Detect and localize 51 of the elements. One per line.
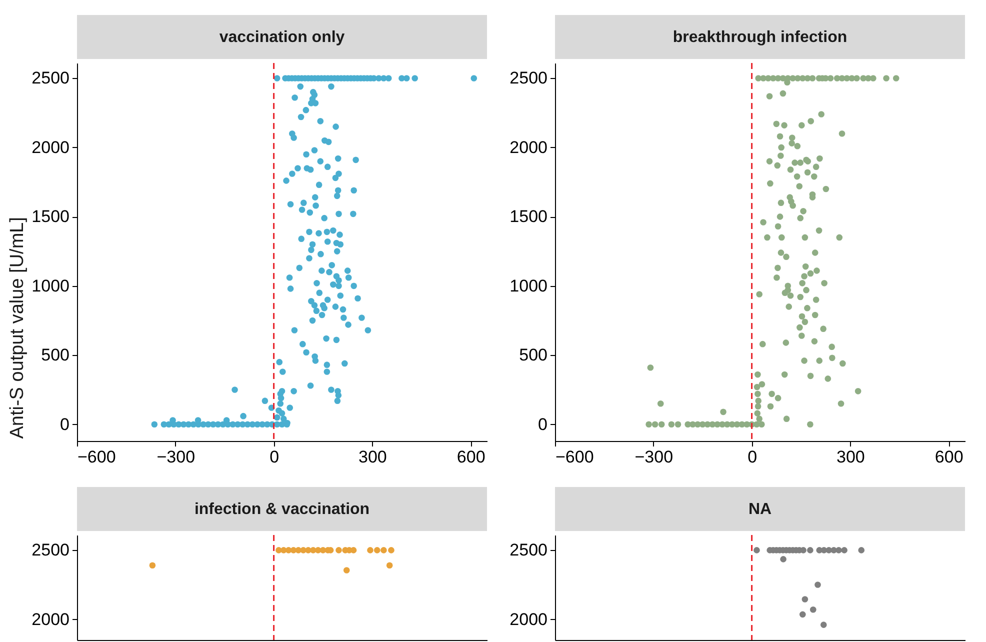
point	[858, 547, 865, 554]
point	[380, 547, 387, 554]
y-tick-label: 1500	[510, 207, 548, 226]
point	[814, 582, 821, 588]
point	[802, 596, 808, 602]
x-tick-label: −600	[556, 448, 594, 466]
x-tick-label: 300	[358, 448, 387, 466]
x-tick-label: 600	[934, 448, 964, 466]
y-tick-label: 2500	[32, 68, 70, 88]
y-tick-label: 2500	[510, 540, 548, 560]
point	[799, 611, 806, 618]
point	[386, 562, 393, 569]
point	[820, 622, 827, 628]
point	[810, 606, 816, 613]
y-axis-title: Anti-S output value [U/mL]	[7, 216, 28, 439]
chart-title: infection & vaccination	[194, 501, 370, 518]
x-tick-label: −300	[156, 448, 196, 466]
y-tick-label: 2000	[510, 138, 548, 157]
y-tick-label: 2000	[32, 138, 70, 157]
point	[388, 547, 394, 554]
y-tick-label: 1000	[510, 276, 548, 296]
x-tick-label: 300	[836, 448, 865, 466]
y-tick-label: 2500	[32, 540, 70, 560]
y-tick-label: 500	[41, 346, 70, 365]
point	[836, 547, 842, 554]
x-tick-label: −300	[634, 448, 674, 466]
point	[149, 562, 156, 569]
point	[841, 547, 848, 554]
x-tick-label: −600	[78, 448, 116, 466]
y-tick-label: 0	[60, 414, 70, 434]
y-tick-label: 0	[538, 414, 548, 434]
point	[374, 547, 380, 554]
y-tick-label: 2500	[510, 68, 548, 88]
chart-title: NA	[748, 501, 772, 518]
y-tick-label: 2000	[510, 610, 548, 629]
x-tick-label: 0	[270, 448, 280, 466]
chart-title: breakthrough infection	[672, 29, 848, 46]
point	[336, 547, 342, 554]
point	[367, 547, 374, 554]
y-tick-label: 1500	[32, 207, 70, 226]
x-tick-label: 600	[456, 448, 486, 466]
point	[780, 556, 786, 562]
y-tick-label: 2000	[32, 610, 70, 629]
point	[350, 547, 357, 554]
y-tick-label: 1000	[32, 276, 70, 296]
point	[343, 567, 350, 574]
point	[754, 547, 760, 554]
y-tick-label: 500	[519, 346, 548, 365]
x-tick-label: 0	[748, 448, 758, 466]
chart-title: vaccination only	[219, 29, 345, 46]
point	[807, 547, 814, 554]
